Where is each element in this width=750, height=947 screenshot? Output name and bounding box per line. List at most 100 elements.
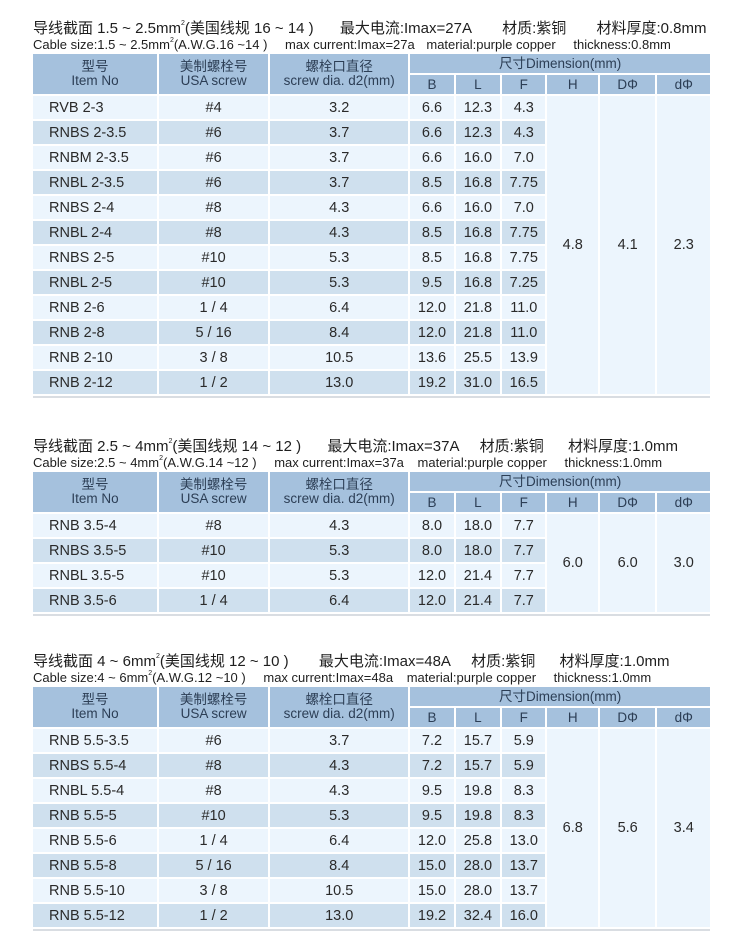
cell-1: 3 / 8 xyxy=(159,879,269,902)
cell-4: 18.0 xyxy=(455,514,501,537)
shared-d-outer: 6.0 xyxy=(599,514,656,612)
header-col-1: L xyxy=(455,708,501,727)
cell-4: 12.3 xyxy=(455,96,501,119)
cell-2: 10.5 xyxy=(270,346,409,369)
table-row: RNB 5.5-6 1 / 4 6.4 12.0 25.8 13.0 xyxy=(33,829,710,852)
cell-2: 4.3 xyxy=(270,196,409,219)
cell-5: 4.3 xyxy=(502,121,546,144)
header-dimension: 尺寸Dimension(mm) xyxy=(410,54,710,73)
table-bottom-rule xyxy=(33,396,710,398)
cell-3: 9.5 xyxy=(410,779,454,802)
header-col-2: F xyxy=(502,75,546,94)
cell-0: RNB 5.5-6 xyxy=(33,829,158,852)
material-en: material:purple copper xyxy=(417,455,547,470)
cell-3: 12.0 xyxy=(410,589,454,612)
table-row: RNBS 2-5 #10 5.3 8.5 16.8 7.75 xyxy=(33,246,710,269)
cell-3: 6.6 xyxy=(410,96,454,119)
spec-table: 型号 Item No 美制螺栓号 USA screw 螺栓口直径 screw dia.… xyxy=(31,470,712,614)
cell-0: RNBL 3.5-5 xyxy=(33,564,158,587)
shared-d-outer: 5.6 xyxy=(599,729,656,927)
material-en: material:purple copper xyxy=(406,670,537,685)
table-row: RNB 3.5-6 1 / 4 6.4 12.0 21.4 7.7 xyxy=(33,589,710,612)
cell-4: 21.4 xyxy=(455,564,501,587)
shared-h: 6.0 xyxy=(547,514,598,612)
cell-4: 16.0 xyxy=(455,196,501,219)
table-row: RNB 3.5-4 #8 4.3 8.0 18.0 7.7 6.0 6.0 3.0 xyxy=(33,514,710,612)
cell-2: 6.4 xyxy=(270,589,409,612)
cable-size-cn: 导线截面 1.5 ~ 2.5mm2 xyxy=(33,20,185,37)
cell-1: #6 xyxy=(159,729,269,752)
table-row: RVB 2-3 #4 3.2 6.6 12.3 4.3 4.8 4.1 2.3 xyxy=(33,96,710,394)
cell-0: RNBL 2-3.5 xyxy=(33,171,158,194)
cell-1: 3 / 8 xyxy=(159,346,269,369)
cell-4: 15.7 xyxy=(455,754,501,777)
thickness-cn: 材料厚度:1.0mm xyxy=(559,653,670,670)
thickness-cn: 材料厚度:1.0mm xyxy=(567,438,678,455)
table-row: RNB 5.5-3.5 #6 3.7 7.2 15.7 5.9 6.8 5.6 3.4 xyxy=(33,729,710,927)
cell-3: 15.0 xyxy=(410,854,454,877)
header-col-2: F xyxy=(502,493,546,512)
max-current-cn: 最大电流:Imax=48A xyxy=(318,653,451,670)
table-bottom-rule xyxy=(33,929,710,931)
cell-2: 4.3 xyxy=(270,221,409,244)
cell-0: RNB 3.5-6 xyxy=(33,589,158,612)
cell-0: RNBL 5.5-4 xyxy=(33,779,158,802)
cell-4: 28.0 xyxy=(455,854,501,877)
thickness-en: thickness:0.8mm xyxy=(573,37,671,52)
header-col-2: F xyxy=(502,708,546,727)
cell-1: #10 xyxy=(159,246,269,269)
table-row: RNB 5.5-8 5 / 16 8.4 15.0 28.0 13.7 xyxy=(33,854,710,877)
cell-5: 7.75 xyxy=(502,171,546,194)
shared-d-inner: 2.3 xyxy=(657,96,710,394)
table-row: RNBL 3.5-5 #10 5.3 12.0 21.4 7.7 xyxy=(33,564,710,587)
cell-4: 16.8 xyxy=(455,271,501,294)
cell-5: 16.5 xyxy=(502,371,546,394)
cell-0: RNB 5.5-10 xyxy=(33,879,158,902)
cell-3: 19.2 xyxy=(410,904,454,927)
table-row: RNB 2-8 5 / 16 8.4 12.0 21.8 11.0 xyxy=(33,321,710,344)
table-row: RNB 2-10 3 / 8 10.5 13.6 25.5 13.9 xyxy=(33,346,710,369)
cell-1: #4 xyxy=(159,96,269,119)
cell-1: #8 xyxy=(159,779,269,802)
max-current-en: max current:Imax=48a xyxy=(263,670,394,685)
cell-2: 3.7 xyxy=(270,729,409,752)
cell-4: 16.8 xyxy=(455,246,501,269)
cell-1: #6 xyxy=(159,121,269,144)
shared-h: 6.8 xyxy=(547,729,598,927)
header-col-4: DΦ xyxy=(599,708,656,727)
section-title-cn: 导线截面 4 ~ 6mm2(美国线规 12 ~ 10 ) 最大电流:Imax=4… xyxy=(33,653,710,670)
cell-2: 13.0 xyxy=(270,371,409,394)
max-current-cn: 最大电流:Imax=37A xyxy=(327,438,460,455)
cell-0: RNB 5.5-5 xyxy=(33,804,158,827)
awg-en: (A.W.G.12 ~10 ) xyxy=(152,670,246,685)
spec-table: 型号 Item No 美制螺栓号 USA screw 螺栓口直径 screw dia.… xyxy=(31,52,712,396)
cell-4: 25.5 xyxy=(455,346,501,369)
material-en: material:purple copper xyxy=(426,37,556,52)
cell-0: RNBS 2-3.5 xyxy=(33,121,158,144)
cell-3: 7.2 xyxy=(410,754,454,777)
cell-0: RNB 2-10 xyxy=(33,346,158,369)
header-usa-screw: 美制螺栓号 USA screw xyxy=(159,687,269,727)
table-row: RNBL 2-4 #8 4.3 8.5 16.8 7.75 xyxy=(33,221,710,244)
table-row: RNBL 2-3.5 #6 3.7 8.5 16.8 7.75 xyxy=(33,171,710,194)
cell-1: 1 / 4 xyxy=(159,296,269,319)
cell-0: RNBS 2-5 xyxy=(33,246,158,269)
cell-5: 16.0 xyxy=(502,904,546,927)
cell-4: 15.7 xyxy=(455,729,501,752)
cell-0: RNBL 2-4 xyxy=(33,221,158,244)
table-row: RNBL 2-5 #10 5.3 9.5 16.8 7.25 xyxy=(33,271,710,294)
cell-0: RNBS 2-4 xyxy=(33,196,158,219)
cell-3: 12.0 xyxy=(410,564,454,587)
cell-3: 12.0 xyxy=(410,296,454,319)
cell-4: 28.0 xyxy=(455,879,501,902)
header-col-5: dΦ xyxy=(657,75,710,94)
awg-cn: (美国线规 16 ~ 14 ) xyxy=(184,20,314,37)
cable-size-en: Cable size:1.5 ~ 2.5mm2 xyxy=(33,37,174,52)
cell-5: 7.7 xyxy=(502,539,546,562)
cable-size-en: Cable size:4 ~ 6mm2 xyxy=(33,670,153,685)
cell-2: 5.3 xyxy=(270,564,409,587)
header-col-0: B xyxy=(410,75,454,94)
cell-5: 4.3 xyxy=(502,96,546,119)
cell-2: 3.7 xyxy=(270,121,409,144)
cell-2: 4.3 xyxy=(270,779,409,802)
